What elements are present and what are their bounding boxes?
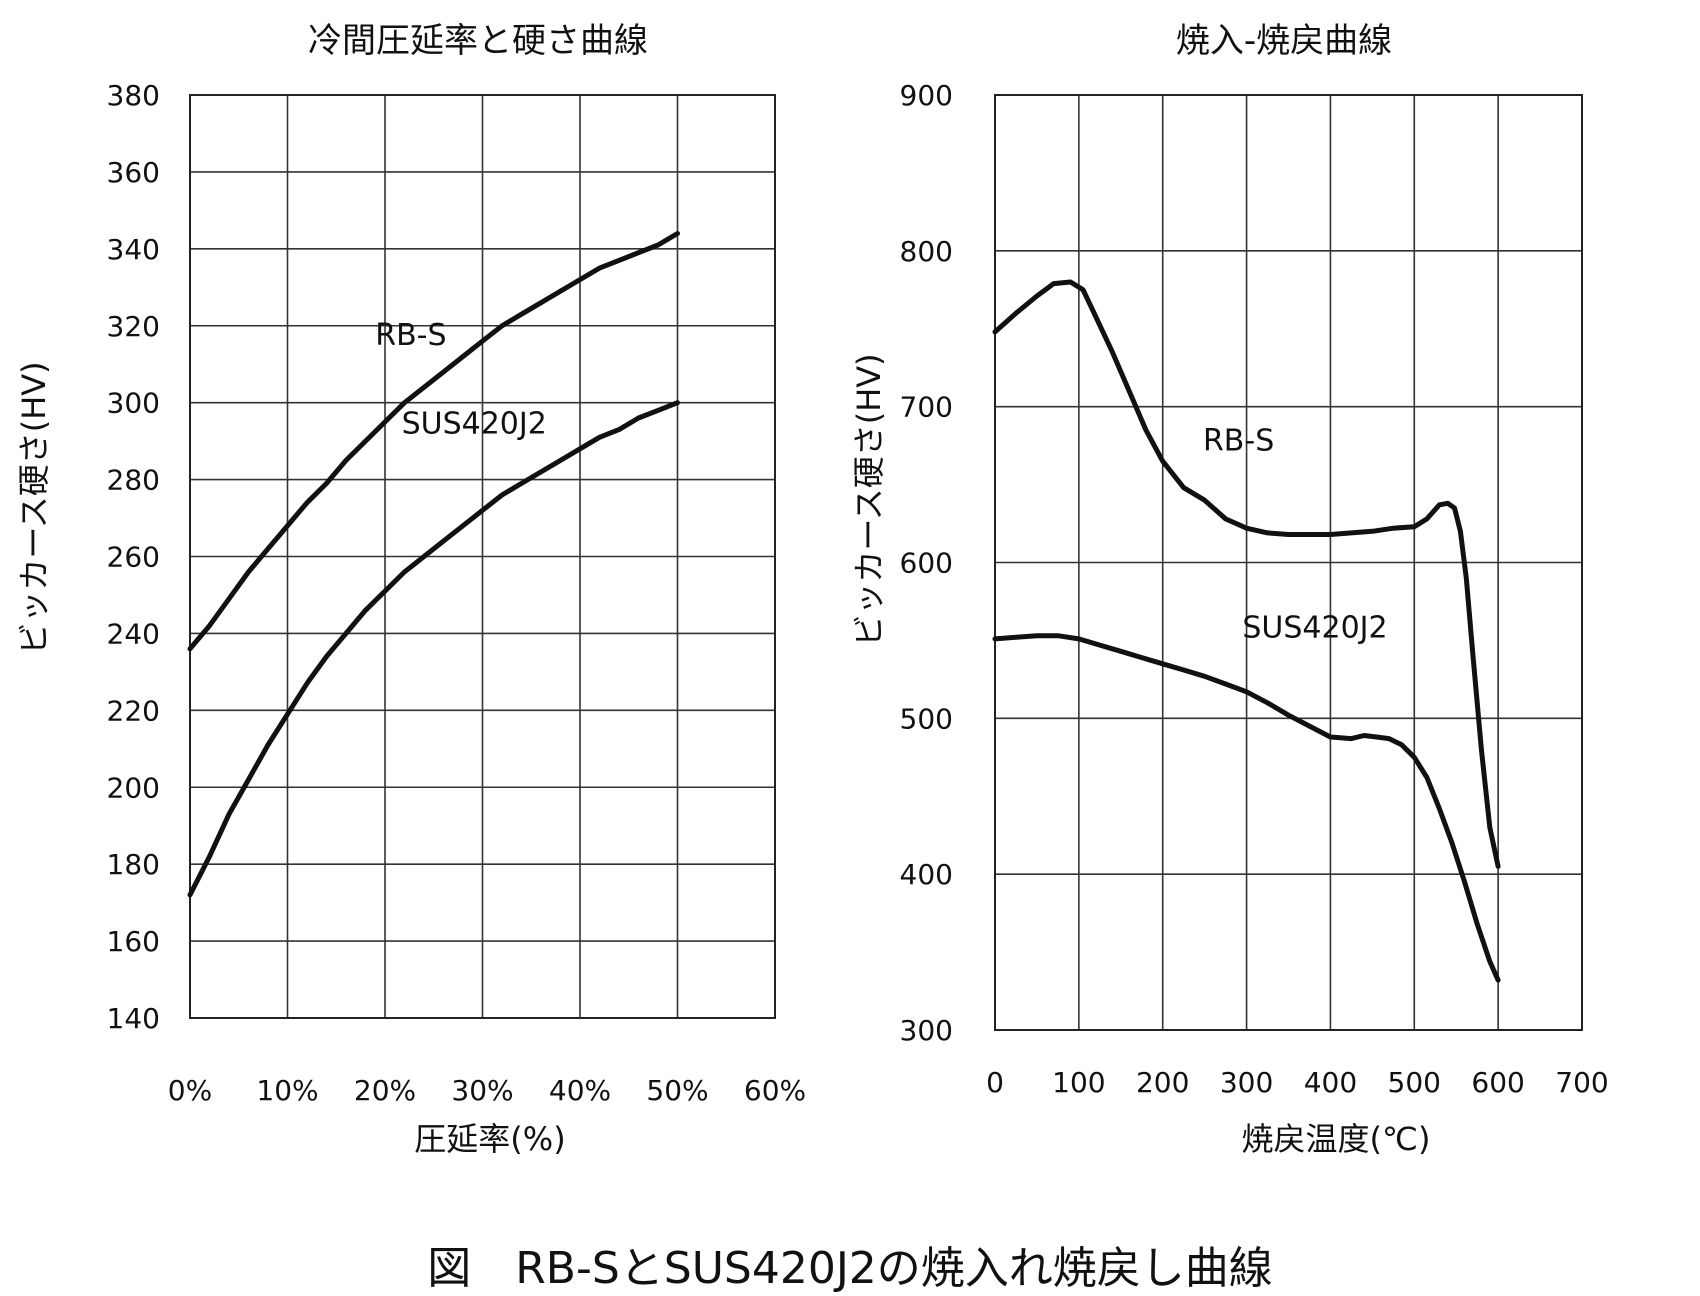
x-tick-label: 200 xyxy=(1136,1066,1189,1099)
series-line-sus420j2 xyxy=(992,633,1501,983)
chart-cold-rolling-svg: 冷間圧延率と硬さ曲線 圧延率(%) ビッカース硬さ(HV) 0% 10% 20% 30… xyxy=(15,21,806,1158)
x-tick-label: 700 xyxy=(1555,1066,1608,1099)
y-tick-label: 220 xyxy=(107,694,160,727)
y-tick-label: 280 xyxy=(107,464,160,497)
y-tick-label: 180 xyxy=(107,848,160,881)
y-tick-label: 140 xyxy=(107,1002,160,1035)
figure-caption: 図 RB-SとSUS420J2の焼入れ焼戻し曲線 xyxy=(427,1243,1273,1294)
x-tick-label: 600 xyxy=(1471,1066,1524,1099)
chart-title: 焼入-焼戻曲線 xyxy=(1176,21,1392,61)
series-label-rb-s: RB-S xyxy=(375,318,446,353)
y-tick-label: 360 xyxy=(107,156,160,189)
x-tick-label: 300 xyxy=(1220,1066,1273,1099)
x-tick-label: 0% xyxy=(168,1074,212,1107)
y-tick-label: 800 xyxy=(900,235,953,268)
x-tick-label: 10% xyxy=(256,1074,318,1107)
series-label-sus420j2: SUS420J2 xyxy=(402,406,547,441)
y-tick-label: 400 xyxy=(900,858,953,891)
x-tick-label: 50% xyxy=(646,1074,708,1107)
chart-tempering-curve: 焼入-焼戻曲線 焼戻温度(℃) ビッカース硬さ(HV) 0 100 200 300 40… xyxy=(850,0,1700,1200)
plot-frame xyxy=(189,94,776,1019)
y-axis-label: ビッカース硬さ(HV) xyxy=(850,353,888,646)
y-tick-label: 240 xyxy=(107,617,160,650)
plot-frame xyxy=(994,94,1583,1031)
x-tick-label: 40% xyxy=(549,1074,611,1107)
chart-cold-rolling-hardness: 冷間圧延率と硬さ曲線 圧延率(%) ビッカース硬さ(HV) 0% 10% 20% 30… xyxy=(0,0,850,1200)
y-tick-label: 900 xyxy=(900,79,953,112)
x-tick-label: 500 xyxy=(1388,1066,1441,1099)
series-label-rb-s: RB-S xyxy=(1203,423,1274,458)
grid-lines xyxy=(994,94,1583,1031)
series-line-rb-s xyxy=(187,231,680,652)
y-tick-label: 300 xyxy=(900,1014,953,1047)
series-line-rb-s xyxy=(992,279,1501,869)
x-tick-label: 100 xyxy=(1052,1066,1105,1099)
y-tick-label: 600 xyxy=(900,547,953,580)
x-tick-label: 0 xyxy=(986,1066,1004,1099)
x-axis-label: 圧延率(%) xyxy=(414,1120,565,1158)
grid-lines xyxy=(189,94,776,1019)
chart-title: 冷間圧延率と硬さ曲線 xyxy=(308,21,648,61)
series-line-sus420j2 xyxy=(187,400,680,898)
y-tick-label: 380 xyxy=(107,79,160,112)
y-tick-label: 320 xyxy=(107,310,160,343)
series-label-sus420j2: SUS420J2 xyxy=(1242,610,1387,645)
y-tick-label: 500 xyxy=(900,702,953,735)
y-axis-label: ビッカース硬さ(HV) xyxy=(15,361,53,654)
y-tick-label: 700 xyxy=(900,391,953,424)
x-axis-label: 焼戻温度(℃) xyxy=(1242,1120,1431,1158)
x-tick-label: 30% xyxy=(451,1074,513,1107)
y-tick-label: 200 xyxy=(107,771,160,804)
y-tick-label: 300 xyxy=(107,387,160,420)
x-tick-label: 400 xyxy=(1304,1066,1357,1099)
x-tick-label: 60% xyxy=(744,1074,806,1107)
chart-tempering-svg: 焼入-焼戻曲線 焼戻温度(℃) ビッカース硬さ(HV) 0 100 200 300 40… xyxy=(850,21,1609,1158)
x-tick-label: 20% xyxy=(354,1074,416,1107)
y-tick-label: 160 xyxy=(107,925,160,958)
y-tick-label: 340 xyxy=(107,233,160,266)
y-tick-label: 260 xyxy=(107,541,160,574)
